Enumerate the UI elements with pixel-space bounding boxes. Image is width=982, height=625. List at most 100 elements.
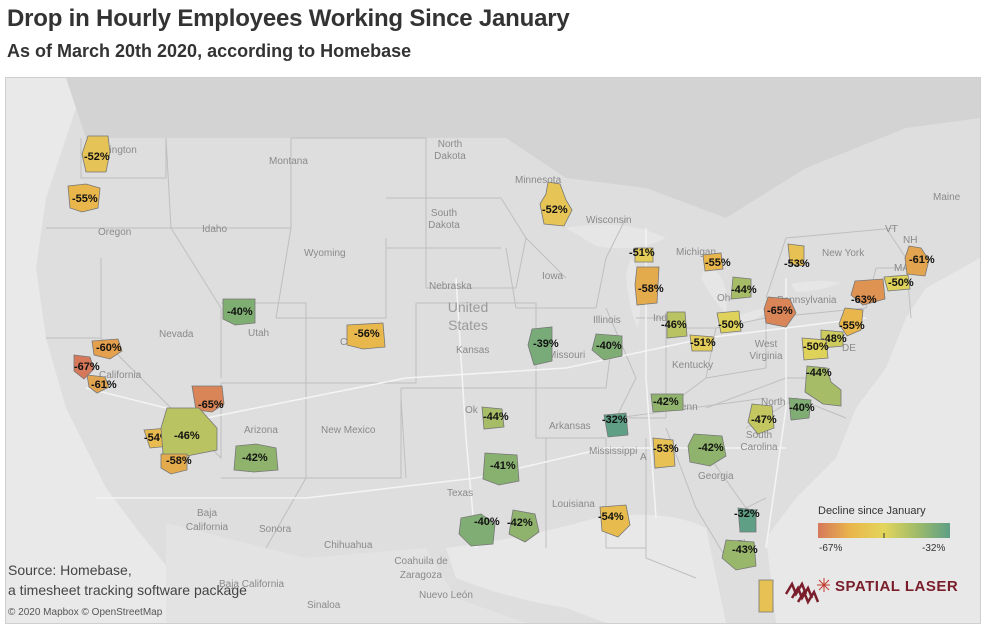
metro-label: -52% <box>84 151 110 163</box>
label-mississippi: Mississippi <box>589 446 638 457</box>
label-new-york: New York <box>822 248 865 259</box>
legend-color-bar <box>818 523 950 538</box>
canada-region <box>66 78 980 218</box>
lake-superior <box>566 224 666 249</box>
label-united-states: United States <box>447 299 489 333</box>
label-oklahoma: Ok <box>465 405 478 416</box>
metro-label: -52% <box>542 204 568 216</box>
label-ohio: Oh <box>717 293 731 304</box>
lake-huron <box>701 263 727 313</box>
label-nuevo-leon: Nuevo León <box>419 590 473 601</box>
label-north-carolina: North <box>761 397 786 408</box>
metro-label: -42% <box>242 452 268 464</box>
label-nevada: Nevada <box>159 329 194 340</box>
logo-text: SPATIAL LASER <box>835 578 959 595</box>
metro-label: -46% <box>174 430 200 442</box>
metro-label: -32% <box>734 508 760 520</box>
map-view[interactable]: hington Oregon California Nevada Idaho M… <box>5 77 981 624</box>
metro-label: -40% <box>596 340 622 352</box>
label-wyoming: Wyoming <box>304 248 346 259</box>
label-idaho: Idaho <box>202 224 228 235</box>
label-south-carolina: South Carolina <box>740 430 778 453</box>
metro-label: -55% <box>705 257 731 269</box>
metro-label: -44% <box>731 284 757 296</box>
label-utah: Utah <box>248 328 270 339</box>
metro-label: -50% <box>888 277 914 289</box>
metro-label: -39% <box>533 338 559 350</box>
label-chihuahua: Chihuahua <box>324 540 373 551</box>
metro-label: -65% <box>198 399 224 411</box>
metro-label: -55% <box>839 320 865 332</box>
legend-max-label: -32% <box>922 543 946 554</box>
metro-label: -54% <box>598 511 624 523</box>
label-nebraska: Nebraska <box>429 281 472 292</box>
label-texas: Texas <box>447 488 474 499</box>
metro-label: -61% <box>909 254 935 266</box>
legend-title: Decline since January <box>818 505 926 517</box>
label-sonora: Sonora <box>259 524 292 535</box>
copyright[interactable]: © 2020 Mapbox © OpenStreetMap <box>8 607 163 618</box>
label-montana: Montana <box>269 156 308 167</box>
label-minnesota: Minnesota <box>515 175 562 186</box>
metro-label: -51% <box>629 247 655 259</box>
label-michigan: Michigan <box>676 247 717 258</box>
metro-label: -32% <box>602 414 628 426</box>
label-north-dakota: North Dakota <box>434 139 466 162</box>
label-alabama: A <box>640 452 647 463</box>
metro-label: -47% <box>751 414 777 426</box>
label-tennessee: Tenn <box>676 402 698 413</box>
page-title: Drop in Hourly Employees Working Since J… <box>7 5 570 32</box>
label-new-mexico: New Mexico <box>321 425 376 436</box>
label-illinois: Illinois <box>593 315 621 326</box>
metro-label: -40% <box>227 306 253 318</box>
metro-label: -44% <box>806 367 832 379</box>
source-line-1: Source: Homebase, <box>8 562 132 578</box>
metro-label: -55% <box>72 193 98 205</box>
metro-label: -61% <box>91 379 117 391</box>
label-sinaloa: Sinaloa <box>307 600 341 611</box>
metro-label: -43% <box>732 544 758 556</box>
metro-label: -53% <box>653 443 679 455</box>
metro-label: -42% <box>653 396 679 408</box>
metro-label: -41% <box>490 460 516 472</box>
label-maine: Maine <box>933 192 961 203</box>
label-california: California <box>99 370 142 381</box>
label-west-virginia: West Virginia <box>749 339 783 362</box>
metro-label: -42% <box>507 517 533 529</box>
mexico-region <box>166 523 526 623</box>
metro-label: -50% <box>718 319 744 331</box>
metro-label: -58% <box>638 283 664 295</box>
label-south-dakota: South Dakota <box>428 208 460 231</box>
metro-label: -56% <box>354 328 380 340</box>
metro-label: -60% <box>96 342 122 354</box>
label-arizona: Arizona <box>244 425 278 436</box>
metro-label: -65% <box>767 305 793 317</box>
label-georgia: Georgia <box>698 471 734 482</box>
label-baja-california-sur: Baja California <box>219 579 285 590</box>
metro-label: -50% <box>803 341 829 353</box>
metro-label: -58% <box>166 455 192 467</box>
label-kansas: Kansas <box>456 345 490 356</box>
metro-label: -46% <box>661 319 687 331</box>
spatial-laser-logo-icon <box>784 578 830 605</box>
metro-label: -63% <box>851 294 877 306</box>
source-note: Source: Homebase, a timesheet tracking s… <box>8 560 247 600</box>
label-missouri: Missouri <box>548 350 586 361</box>
label-colorado: Co <box>340 337 353 348</box>
gulf-of-mexico <box>446 514 726 623</box>
label-iowa: Iowa <box>542 271 564 282</box>
label-massachusetts: MA <box>894 263 909 274</box>
label-oregon: Oregon <box>98 227 132 238</box>
label-washington: hington <box>104 145 137 156</box>
lake-ontario <box>791 280 841 292</box>
legend-min-label: -67% <box>819 543 843 554</box>
atlantic-ocean <box>766 258 980 623</box>
label-pennsylvania: Pennsylvania <box>777 295 837 306</box>
metro-label: -42% <box>698 442 724 454</box>
pacific-ocean <box>6 78 206 623</box>
metro-label: -40% <box>789 402 815 414</box>
metro-label: -44% <box>483 411 509 423</box>
label-kentucky: Kentucky <box>672 360 714 371</box>
label-arkansas: Arkansas <box>549 421 591 432</box>
